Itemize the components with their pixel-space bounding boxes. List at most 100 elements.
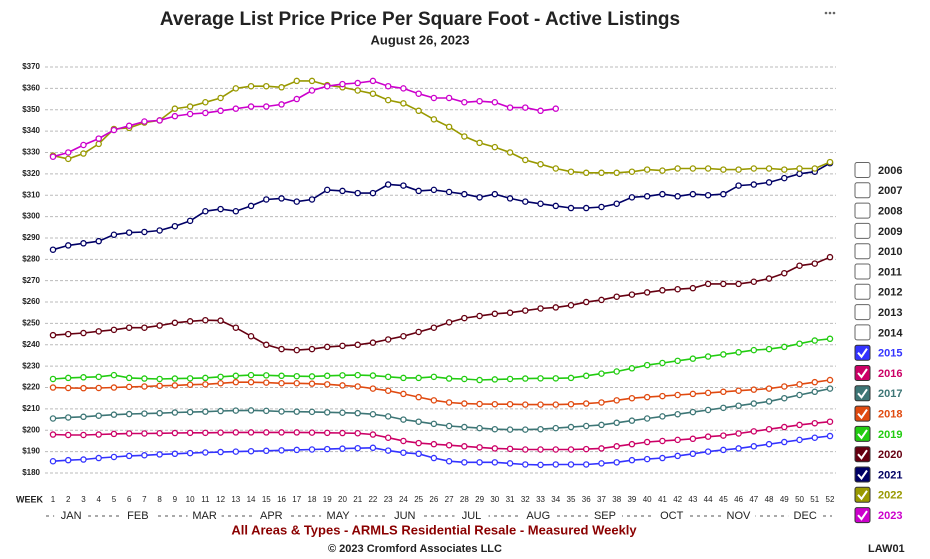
data-point (689, 390, 697, 398)
data-point (659, 167, 666, 174)
data-point (171, 319, 179, 327)
data-point (537, 425, 544, 433)
legend-item[interactable]: 2015 (854, 344, 902, 361)
data-point (217, 373, 224, 381)
legend-item[interactable]: 2008 (854, 202, 902, 219)
data-point (323, 445, 331, 453)
legend-item[interactable]: 2014 (854, 324, 903, 341)
data-point (765, 385, 773, 392)
legend-item[interactable]: 2018 (854, 405, 902, 422)
y-tick-label: $220 (22, 383, 40, 392)
data-point (64, 155, 72, 163)
month-label: MAR (192, 510, 217, 522)
data-point (156, 451, 163, 458)
legend-label: 2008 (878, 206, 902, 218)
data-point (171, 409, 179, 416)
data-point (522, 307, 529, 314)
check-mark (857, 388, 868, 399)
check-mark (857, 348, 868, 359)
legend-checkbox (854, 222, 871, 239)
data-point (263, 196, 270, 203)
legend-item[interactable]: 2021 (854, 466, 902, 483)
data-point (369, 372, 377, 379)
data-point (64, 374, 72, 382)
legend-item[interactable]: 2013 (854, 304, 902, 321)
data-point (537, 375, 544, 382)
data-point (476, 400, 483, 408)
legend-item[interactable]: 2017 (854, 385, 902, 402)
data-point (674, 357, 681, 365)
data-point (186, 375, 194, 382)
data-point (628, 440, 636, 448)
data-point (735, 402, 742, 409)
x-tick-label: 3 (81, 495, 86, 504)
data-point (445, 441, 453, 449)
data-point (293, 77, 301, 85)
data-point (217, 407, 224, 415)
data-point (308, 77, 316, 85)
data-point (735, 349, 742, 356)
data-point (582, 422, 590, 430)
data-point (659, 359, 666, 367)
data-point (247, 82, 255, 90)
data-point (339, 382, 346, 389)
data-point (384, 373, 392, 381)
series-line (52, 379, 831, 406)
month-label: NOV (727, 510, 752, 522)
data-point (643, 361, 651, 369)
legend-item[interactable]: 2011 (854, 263, 902, 280)
data-point (552, 401, 560, 408)
data-point (811, 434, 819, 441)
data-point (506, 149, 514, 156)
data-point (384, 387, 392, 394)
x-tick-label: 50 (795, 495, 804, 504)
legend-item[interactable]: 2023 (854, 507, 902, 524)
month-label-bg (321, 509, 356, 523)
data-point (552, 105, 560, 112)
data-point (796, 381, 803, 388)
legend-label: 2013 (878, 307, 902, 319)
data-point (186, 217, 194, 225)
data-point (567, 204, 575, 212)
legend-item[interactable]: 2010 (854, 243, 902, 260)
legend-label: 2010 (878, 246, 902, 258)
check-mark (857, 409, 868, 420)
legend-item[interactable]: 2016 (854, 365, 902, 381)
data-point (369, 385, 377, 392)
month-label-bg (187, 509, 222, 523)
data-point (461, 459, 468, 466)
data-point (384, 336, 392, 343)
data-point (156, 322, 163, 329)
data-point (552, 424, 560, 432)
legend-item[interactable]: 2022 (854, 486, 902, 503)
legend-item[interactable]: 2019 (854, 425, 902, 442)
data-point (582, 445, 590, 453)
data-point (369, 90, 377, 97)
data-point (339, 80, 346, 88)
data-point (323, 343, 331, 351)
data-point (186, 429, 194, 437)
data-point (49, 415, 57, 422)
data-point (171, 382, 179, 389)
footer: All Areas & Types - ARMLS Residential Re… (231, 522, 637, 537)
x-tick-label: 13 (231, 495, 240, 504)
legend-item[interactable]: 2009 (854, 222, 902, 239)
data-point (826, 253, 834, 261)
legend-item[interactable]: 2020 (854, 446, 902, 463)
data-point (704, 433, 712, 440)
data-point (628, 168, 636, 175)
data-point (506, 426, 514, 433)
x-tick-label: 11 (201, 495, 210, 504)
data-point (232, 407, 240, 414)
data-point (354, 383, 361, 390)
chart-title: Average List Price Price Per Square Foot… (160, 9, 680, 30)
data-point (506, 375, 514, 383)
data-point (613, 200, 620, 208)
menu-icon[interactable] (824, 11, 836, 15)
x-tick-label: 37 (597, 495, 606, 504)
data-point (491, 99, 499, 106)
data-point (628, 394, 636, 402)
legend-item[interactable]: 2007 (854, 182, 902, 199)
legend-item[interactable]: 2006 (854, 162, 902, 178)
legend-item[interactable]: 2012 (854, 283, 902, 300)
